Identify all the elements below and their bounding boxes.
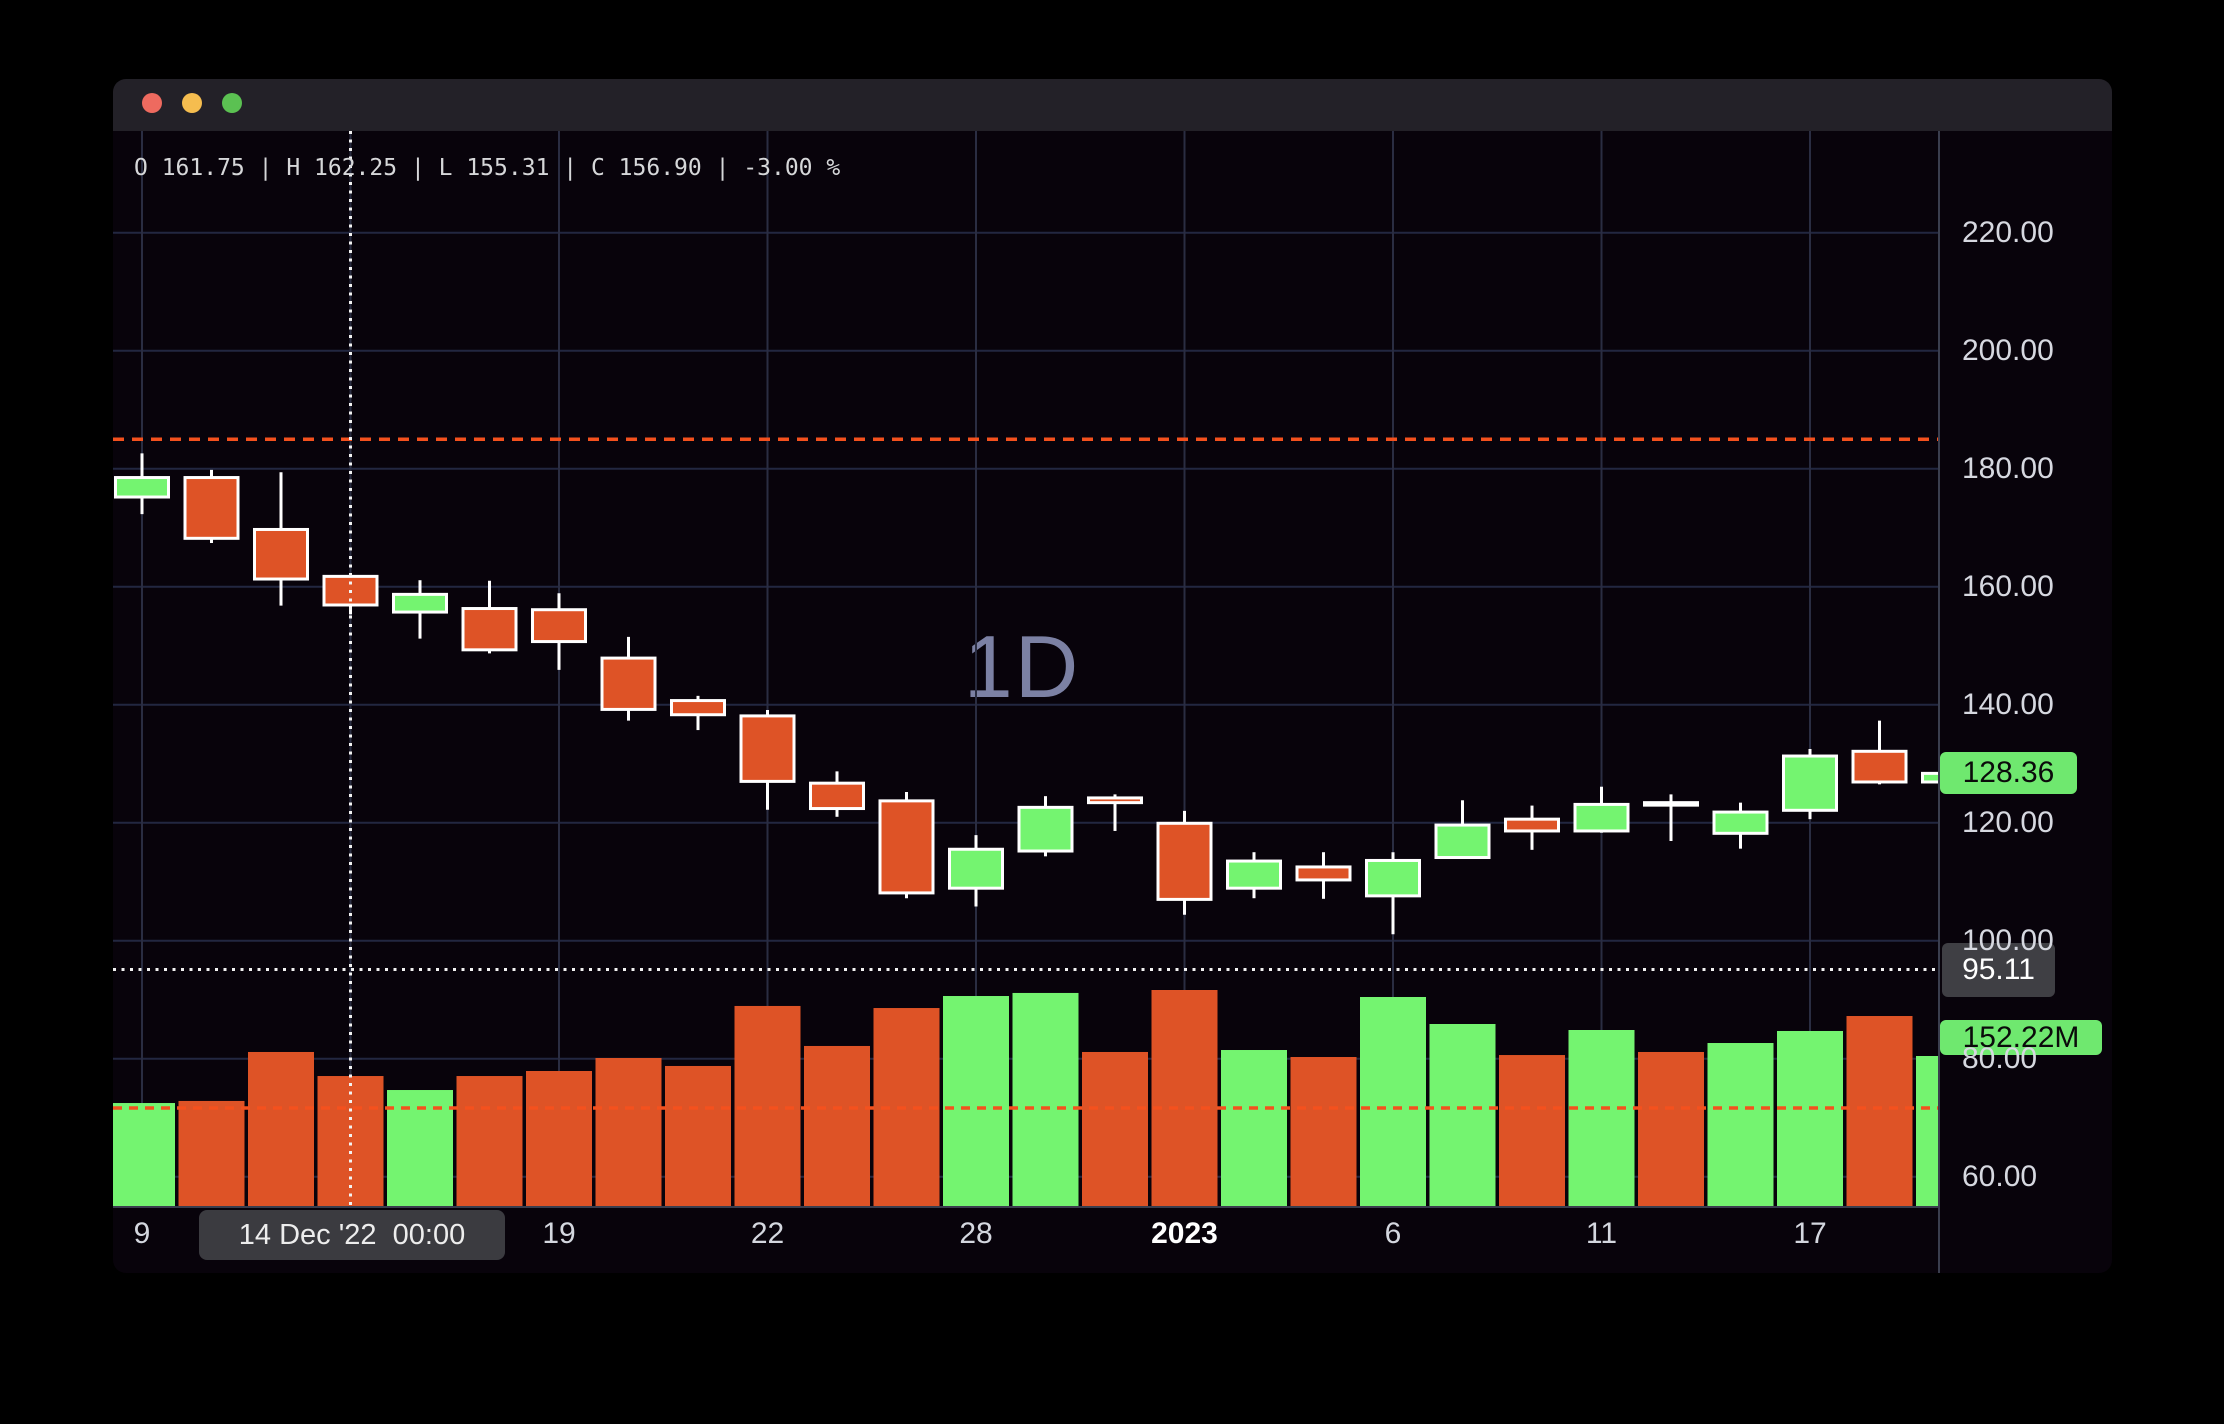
candle[interactable] — [1087, 796, 1143, 805]
volume-bar[interactable] — [665, 1065, 731, 1206]
zoom-button[interactable] — [222, 93, 242, 113]
candle[interactable] — [878, 799, 935, 895]
y-axis-label: 200.00 — [1962, 333, 2054, 367]
candle[interactable] — [1295, 865, 1352, 882]
volume-bar[interactable] — [1638, 1051, 1704, 1206]
volume-badge: 152.22M — [1940, 1020, 2102, 1055]
x-axis-label: 6 — [1384, 1217, 1402, 1250]
candle[interactable] — [600, 656, 657, 711]
candlestick-chart[interactable] — [113, 131, 1938, 1206]
traffic-lights — [142, 93, 242, 113]
candle[interactable] — [1017, 805, 1074, 853]
x-axis-label: 17 — [1793, 1217, 1827, 1250]
ohlc-readout: O 161.75 | H 162.25 | L 155.31 | C 156.9… — [134, 155, 841, 181]
volume-bar[interactable] — [1082, 1051, 1148, 1206]
volume-bar[interactable] — [1360, 996, 1426, 1206]
candle[interactable] — [183, 476, 240, 540]
x-axis-label: 9 — [133, 1217, 151, 1250]
candle[interactable] — [531, 608, 587, 644]
candle[interactable] — [1712, 810, 1769, 835]
candle[interactable] — [948, 847, 1004, 890]
candle[interactable] — [1226, 859, 1282, 890]
candle[interactable] — [1851, 749, 1908, 784]
y-axis-label: 180.00 — [1962, 451, 2054, 485]
candle[interactable] — [1782, 754, 1838, 812]
candle[interactable] — [739, 714, 796, 783]
candle[interactable] — [253, 527, 309, 581]
x-axis-label: 19 — [542, 1217, 576, 1250]
interval-watermark: 1D — [963, 616, 1081, 716]
window-titlebar[interactable] — [113, 79, 2112, 131]
x-axis-label: 28 — [959, 1217, 993, 1250]
volume-bar[interactable] — [1707, 1043, 1774, 1206]
chart-content: 1D O 161.75 | H 162.25 | L 155.31 | C 15… — [113, 131, 2112, 1273]
volume-bar[interactable] — [178, 1100, 245, 1206]
volume-bar[interactable] — [1568, 1030, 1635, 1206]
volume-bar[interactable] — [1221, 1050, 1287, 1206]
volume-bar[interactable] — [1777, 1030, 1843, 1206]
candle[interactable] — [1921, 771, 1939, 784]
close-button[interactable] — [142, 93, 162, 113]
x-axis-label: 11 — [1585, 1217, 1618, 1250]
last-price-badge: 128.36 — [1940, 752, 2077, 794]
candle[interactable] — [809, 781, 865, 811]
volume-bar[interactable] — [1429, 1023, 1496, 1206]
volume-bar[interactable] — [1499, 1055, 1565, 1206]
crosshair-date-tooltip: 14 Dec '22 00:00 — [199, 1210, 505, 1260]
crosshair-price-badge: 95.11 — [1942, 943, 2055, 997]
volume-bar[interactable] — [456, 1076, 523, 1206]
y-axis-label: 120.00 — [1962, 805, 2054, 839]
candle[interactable] — [1365, 858, 1421, 898]
volume-bar[interactable] — [734, 1005, 801, 1206]
chart-window: 1D O 161.75 | H 162.25 | L 155.31 | C 15… — [113, 79, 2112, 1273]
candle[interactable] — [1643, 801, 1699, 807]
x-axis-label: 2023 — [1151, 1217, 1218, 1250]
candle[interactable] — [461, 607, 518, 652]
volume-bar[interactable] — [1012, 992, 1079, 1206]
chart-plot-area[interactable]: 1D O 161.75 | H 162.25 | L 155.31 | C 15… — [113, 131, 1938, 1273]
y-axis-label: 140.00 — [1962, 687, 2054, 721]
volume-bar[interactable] — [943, 996, 1009, 1206]
y-axis-label: 100.00 — [1962, 923, 2054, 957]
candle[interactable] — [670, 699, 726, 717]
volume-bar[interactable] — [595, 1057, 662, 1206]
volume-bar[interactable] — [526, 1070, 592, 1206]
candle[interactable] — [1156, 821, 1213, 901]
y-axis-label: 80.00 — [1962, 1041, 2038, 1075]
candle[interactable] — [392, 592, 448, 614]
x-axis-label: 22 — [750, 1217, 785, 1250]
price-scale[interactable]: 128.36 95.11 152.22M 220.00 200.00 180.00 1… — [1938, 131, 2112, 1273]
candle[interactable] — [114, 476, 170, 499]
candle[interactable] — [1434, 823, 1491, 860]
candle[interactable] — [1573, 802, 1630, 833]
volume-bar[interactable] — [113, 1103, 175, 1206]
time-axis[interactable]: 17 11 6 2023 28 22 19 9 14 Dec '22 00:00 — [113, 1206, 1938, 1273]
minimize-button[interactable] — [182, 93, 202, 113]
volume-bar[interactable] — [317, 1076, 384, 1206]
candle[interactable] — [1504, 817, 1560, 833]
volume-bar[interactable] — [1151, 989, 1218, 1206]
volume-bar[interactable] — [1846, 1016, 1913, 1206]
y-axis-label: 60.00 — [1962, 1159, 2038, 1193]
y-axis-label: 220.00 — [1962, 215, 2054, 249]
volume-bar[interactable] — [248, 1051, 314, 1206]
volume-bar[interactable] — [804, 1045, 870, 1206]
y-axis-label: 160.00 — [1962, 569, 2054, 603]
volume-bar[interactable] — [1916, 1056, 1938, 1206]
volume-bar[interactable] — [1290, 1057, 1357, 1206]
